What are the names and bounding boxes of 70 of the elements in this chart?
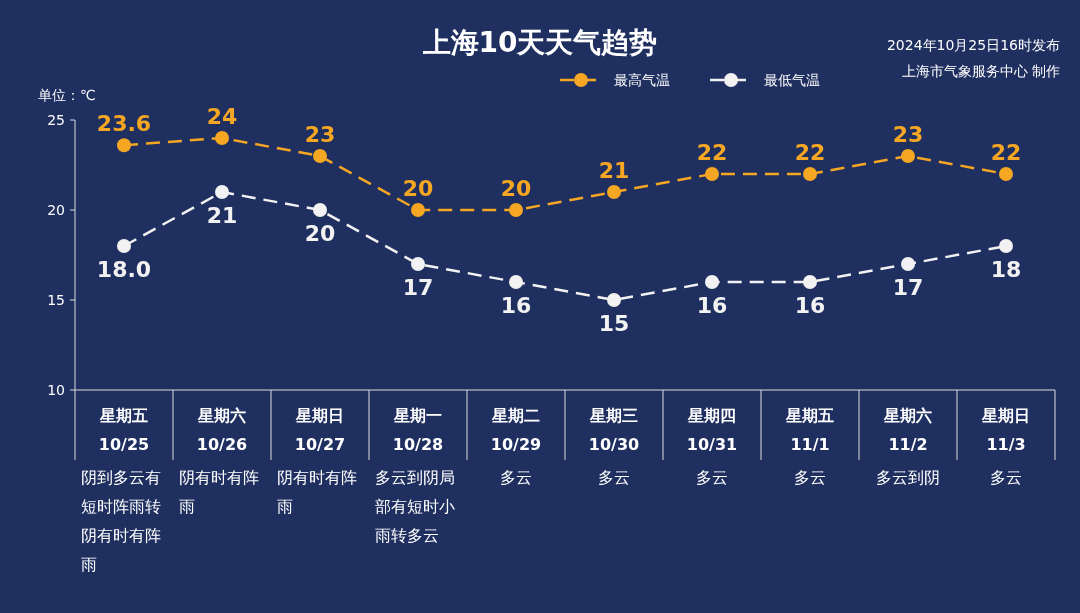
- data-label: 23.6: [96, 111, 152, 137]
- point: [215, 185, 229, 199]
- x-tick-label: 星期五 10/25: [98, 406, 150, 454]
- data-label: 18: [990, 257, 1022, 282]
- data-label: 24: [206, 104, 238, 129]
- point: [803, 275, 817, 289]
- point: [509, 275, 523, 289]
- text: 多云到阴: [876, 468, 940, 487]
- point: [117, 239, 131, 253]
- x-tick-label: 星期一 10/28: [392, 406, 444, 454]
- point: [607, 185, 621, 199]
- point: [313, 149, 327, 163]
- x-tick-label: 星期二 10/29: [490, 406, 542, 454]
- y-tick-label: 15: [47, 292, 65, 308]
- data-label: 18.0: [96, 257, 152, 282]
- text: 阴到多云有短时阵雨转阴有时有阵雨: [81, 468, 161, 574]
- y-tick-label: 20: [47, 202, 65, 218]
- x-tick-label: 星期六 11/2: [883, 406, 932, 454]
- x-tick-label: 星期日 11/3: [981, 406, 1030, 454]
- point: [901, 257, 915, 271]
- data-label: 17: [892, 275, 924, 300]
- text: 多云: [696, 468, 728, 487]
- data-label: 20: [304, 221, 336, 246]
- data-label: 22: [794, 140, 826, 165]
- point: [313, 203, 327, 217]
- point: [117, 138, 131, 153]
- data-label: 16: [500, 293, 532, 318]
- point: [901, 149, 915, 163]
- y-tick-label: 25: [47, 112, 65, 128]
- data-label: 16: [794, 293, 826, 318]
- x-tick-label: 星期六 10/26: [196, 406, 248, 454]
- x-tick-label: 星期四 10/31: [686, 406, 738, 454]
- point: [215, 131, 229, 145]
- data-label: 23: [892, 122, 924, 147]
- data-label: 16: [696, 293, 728, 318]
- y-tick-label: 10: [47, 382, 65, 398]
- text: 多云: [794, 468, 826, 487]
- point: [705, 275, 719, 289]
- text: 2024年10月25日16时发布: [886, 37, 1060, 53]
- point: [803, 167, 817, 181]
- text: 多云: [500, 468, 532, 487]
- data-label: 17: [402, 275, 434, 300]
- data-label: 22: [696, 140, 728, 165]
- data-label: 15: [598, 311, 630, 336]
- point: [509, 203, 523, 217]
- point: [411, 257, 425, 271]
- data-label: 20: [402, 176, 434, 201]
- text: 多云: [598, 468, 630, 487]
- data-label: 21: [598, 158, 630, 183]
- point: [607, 293, 621, 307]
- point: [999, 239, 1013, 253]
- text: 阴有时有阵雨: [277, 468, 357, 516]
- point: [411, 203, 425, 217]
- data-label: 21: [206, 203, 238, 228]
- point: [705, 167, 719, 181]
- x-tick-label: 星期三 10/30: [588, 406, 640, 454]
- chart-title: 上海10天天气趋势: [421, 26, 658, 59]
- y-axis-title: 单位：℃: [38, 87, 96, 103]
- text: 阴有时有阵雨: [179, 468, 259, 516]
- legend-label: 最低气温: [764, 72, 820, 88]
- x-tick-label: 星期日 10/27: [294, 406, 346, 454]
- text: 上海市气象服务中心 制作: [901, 63, 1060, 79]
- text: 多云到阴局部有短时小雨转多云: [375, 468, 455, 545]
- data-label: 22: [990, 140, 1022, 165]
- data-label: 20: [500, 176, 532, 201]
- legend-label: 最高气温: [614, 72, 670, 88]
- x-tick-label: 星期五 11/1: [785, 406, 834, 454]
- data-label: 23: [304, 122, 336, 147]
- text: 多云: [990, 468, 1022, 487]
- point: [999, 167, 1013, 181]
